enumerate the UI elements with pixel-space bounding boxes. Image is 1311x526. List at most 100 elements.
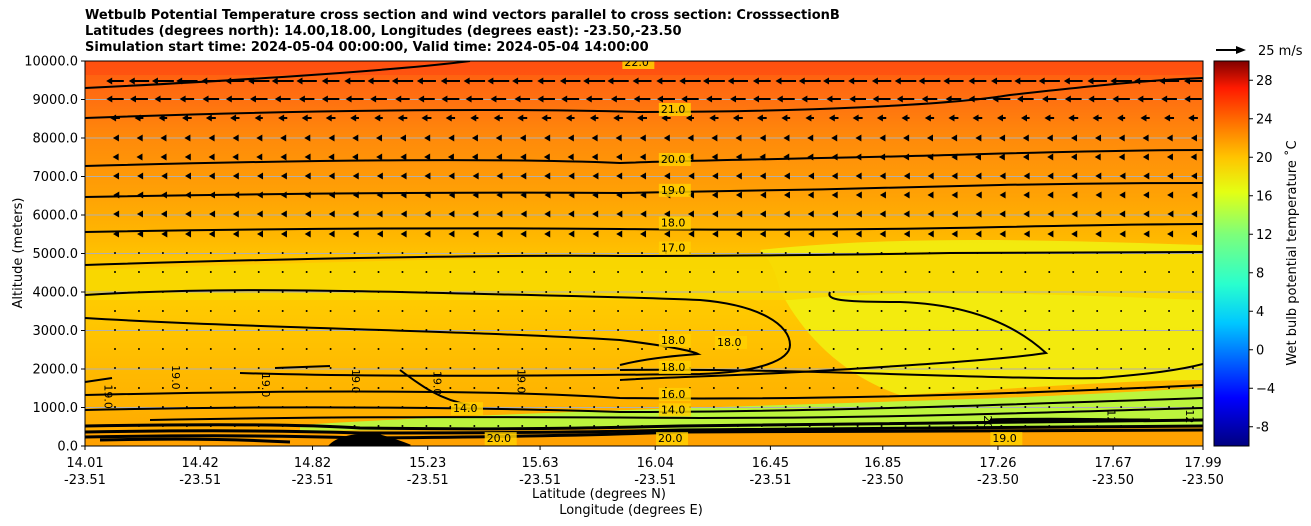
wind-vector (880, 348, 883, 350)
wind-vector (185, 367, 188, 369)
x-tick-label-lat: 14.42 (182, 456, 219, 471)
wind-vector (377, 271, 380, 273)
wind-vector (952, 252, 955, 254)
wind-vector (735, 134, 742, 142)
x-tick-label-lon: -23.50 (1182, 473, 1224, 488)
contour-surface-c (85, 428, 1203, 440)
wind-vector (928, 252, 931, 254)
wind-vector (784, 387, 787, 389)
wind-vector (992, 95, 1011, 103)
wind-vector (904, 348, 907, 350)
contour-label: 12 (1104, 409, 1117, 423)
wind-vector (688, 291, 691, 293)
wind-vector (1070, 153, 1077, 161)
wind-vector (395, 95, 410, 103)
wind-vector (664, 310, 667, 312)
wind-vector (1095, 210, 1102, 218)
wind-vector (473, 387, 476, 389)
contour-19-short (85, 377, 113, 383)
wind-vector (1044, 114, 1055, 122)
wind-vector (377, 387, 380, 389)
wind-vector (304, 230, 311, 238)
contour-label-bg (658, 102, 691, 116)
wind-vector (377, 329, 380, 331)
wind-vector (449, 348, 452, 350)
wind-vector (904, 252, 907, 254)
wind-vector (329, 348, 332, 350)
wind-vector (784, 310, 787, 312)
wind-vector (1192, 387, 1194, 389)
contour-surface-cluster (85, 417, 1203, 446)
wind-vector (952, 310, 955, 312)
x-tick-label-lat: 14.82 (294, 456, 331, 471)
wind-vector (209, 291, 212, 293)
wind-vector (1188, 114, 1198, 122)
wind-vector (271, 77, 294, 85)
wind-vector (472, 210, 479, 218)
wind-vector (352, 134, 359, 142)
wind-vector (784, 329, 787, 331)
wind-vector (1094, 153, 1101, 161)
contour-surface-d (99, 437, 291, 444)
wind-vector (976, 271, 979, 273)
wind-vector (1190, 134, 1197, 142)
wind-vector (976, 367, 979, 369)
wind-vector (832, 310, 835, 312)
x-tick-label-lon: -23.51 (292, 473, 334, 488)
wind-vector (999, 191, 1006, 199)
wind-vector (1167, 191, 1174, 199)
wind-vector (257, 367, 260, 369)
wind-vector (377, 348, 380, 350)
wind-vector (537, 95, 555, 103)
wind-vector (281, 291, 284, 293)
x-tick-label-lat: 17.26 (979, 456, 1016, 471)
wind-vector (1000, 291, 1003, 293)
wind-vector (329, 425, 332, 427)
wind-vector (567, 153, 574, 161)
wind-vector (353, 425, 356, 427)
wind-vector (521, 291, 524, 293)
wind-vector (232, 230, 239, 238)
colorbar-label: Wet bulb potential temperature ˚C (1284, 140, 1300, 365)
wind-vector (114, 348, 116, 350)
wind-vector (185, 252, 188, 254)
wind-vector (449, 425, 452, 427)
wind-vector (783, 172, 790, 180)
contour-label: 19.0 (992, 432, 1017, 445)
wind-vector (1192, 252, 1194, 254)
wind-vector (1168, 291, 1171, 293)
wind-vector (545, 310, 548, 312)
wind-vector (185, 230, 192, 238)
wind-vector (712, 425, 715, 427)
wind-vector (545, 406, 548, 408)
wind-vector (736, 271, 739, 273)
wind-vector (233, 367, 236, 369)
wind-vector (367, 77, 390, 85)
wind-vector (592, 210, 599, 218)
wind-vector (904, 271, 907, 273)
wind-vector (208, 191, 215, 199)
wind-vector (233, 291, 236, 293)
wind-vector (113, 230, 120, 238)
colorbar: -8 −4 0 4 8 12 16 20 24 28 Wet bulb potential tem… (1213, 60, 1300, 447)
wind-vector (856, 291, 859, 293)
wind-vector (209, 367, 212, 369)
wind-vector (185, 310, 188, 312)
wind-vector (544, 210, 551, 218)
colorbar-tick-label: 8 (1256, 266, 1264, 281)
wind-vector (160, 210, 167, 218)
wind-vector (593, 348, 596, 350)
wind-vector (1144, 252, 1147, 254)
wind-vector (1142, 153, 1149, 161)
wind-vector (1024, 387, 1027, 389)
wind-vector (831, 134, 838, 142)
wind-vector (401, 348, 404, 350)
wind-vector (304, 191, 311, 199)
wind-vector (1071, 172, 1078, 180)
wind-vector (968, 95, 987, 103)
contour-17 (85, 251, 1203, 266)
wind-vector (592, 230, 599, 238)
wind-vector (568, 191, 575, 199)
wind-vector (593, 367, 596, 369)
wind-vector (736, 210, 743, 218)
